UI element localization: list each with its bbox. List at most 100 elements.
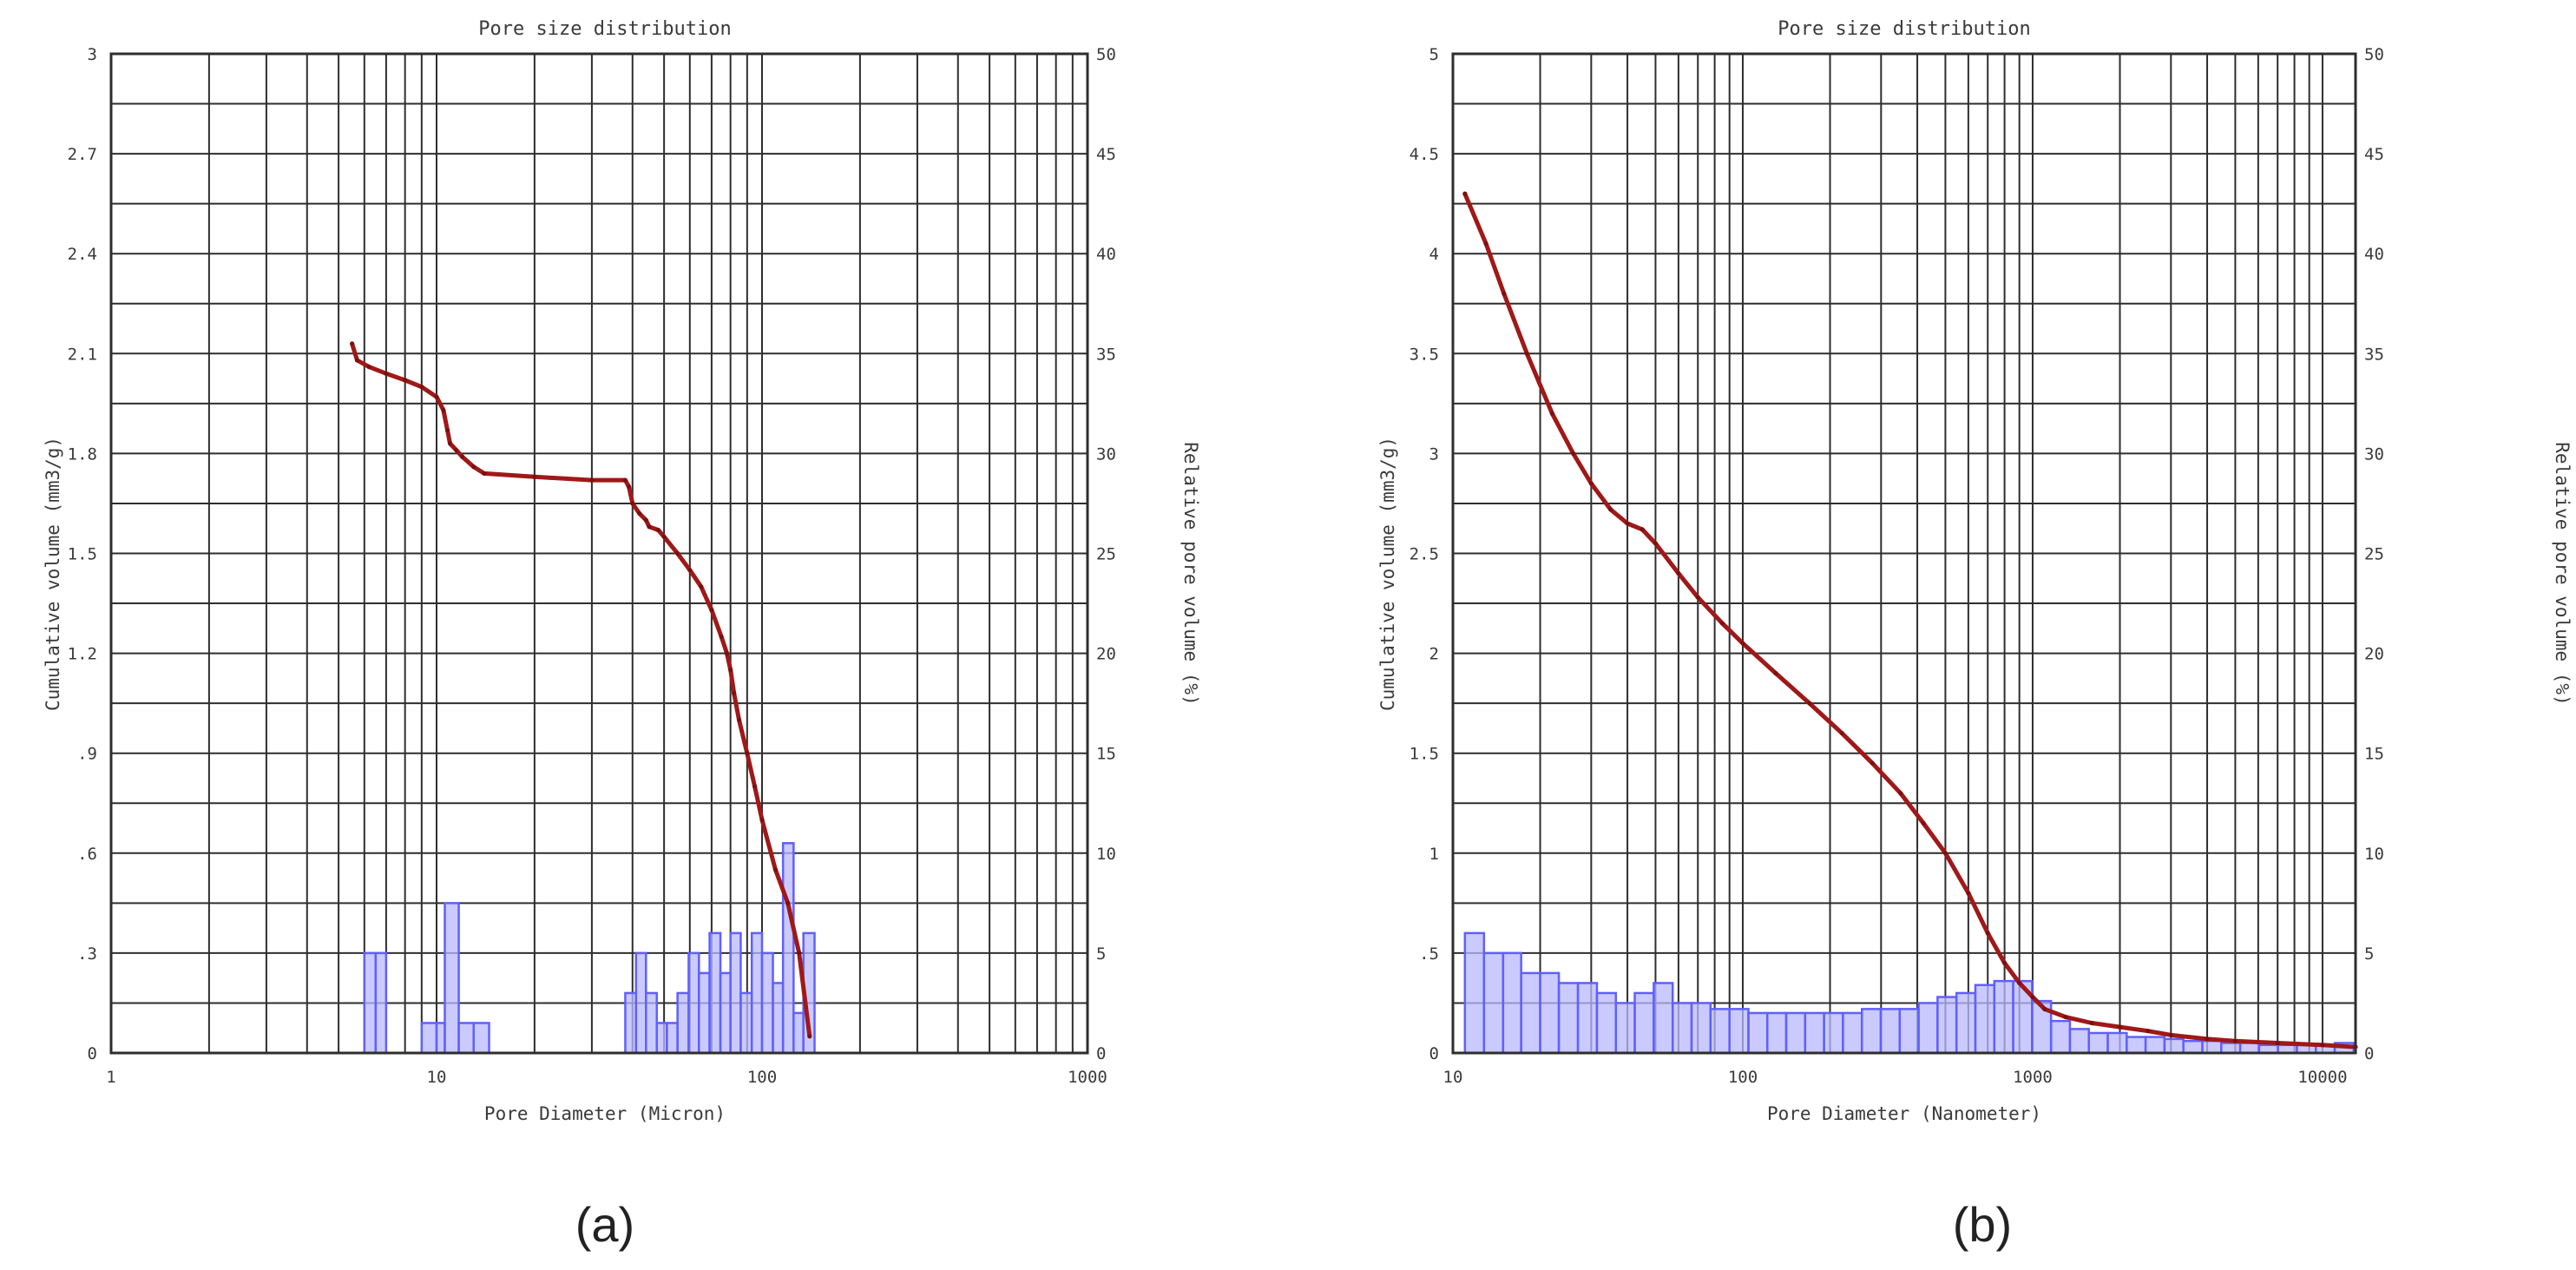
y-tick-label: 4 bbox=[1429, 245, 1439, 264]
y2-tick-label: 30 bbox=[1096, 444, 1116, 464]
cumulative-point bbox=[589, 477, 595, 483]
cumulative-point bbox=[444, 427, 450, 433]
cumulative-point bbox=[643, 517, 648, 523]
y2-tick-label: 10 bbox=[1096, 845, 1116, 864]
cumulative-point bbox=[1462, 191, 1468, 196]
histogram-bar bbox=[1917, 1002, 1939, 1055]
y-tick-label: 4.5 bbox=[1410, 145, 1439, 164]
cumulative-point bbox=[366, 365, 371, 370]
histogram-bar bbox=[1993, 979, 2014, 1055]
histogram-bar bbox=[1784, 1011, 1807, 1055]
y2-tick-label: 20 bbox=[1096, 645, 1116, 664]
cumulative-point bbox=[1676, 570, 1681, 576]
cumulative-point bbox=[2030, 994, 2035, 1000]
cumulative-point bbox=[1807, 701, 1812, 706]
x-tick-labels: 10 100 1000 10000 bbox=[1443, 1068, 2348, 1087]
cumulative-point bbox=[1549, 411, 1554, 416]
y-tick-label: 2.5 bbox=[1410, 545, 1439, 564]
cumulative-point bbox=[1695, 595, 1700, 600]
y-tick-label: .6 bbox=[77, 845, 97, 864]
cumulative-curve bbox=[350, 341, 812, 1039]
cumulative-point bbox=[627, 484, 632, 490]
cumulative-point bbox=[1483, 241, 1488, 247]
histogram-bar bbox=[2049, 1019, 2072, 1055]
x-tick-label: 100 bbox=[1728, 1068, 1758, 1087]
cumulative-point bbox=[1588, 481, 1594, 486]
y-tick-label: 2.7 bbox=[68, 145, 97, 164]
histogram-bar bbox=[708, 931, 722, 1055]
cumulative-curve bbox=[1462, 191, 2358, 1050]
cumulative-point bbox=[622, 477, 628, 483]
y-tick-label: 1.8 bbox=[68, 444, 97, 464]
y2-tick-label: 0 bbox=[1096, 1044, 1106, 1063]
y2-tick-label: 10 bbox=[2364, 845, 2384, 864]
histogram-bar bbox=[2106, 1031, 2128, 1055]
histogram-bar bbox=[687, 951, 700, 1055]
y-tick-label: 1.5 bbox=[1410, 745, 1439, 764]
histogram-bar bbox=[1671, 1002, 1693, 1055]
histogram-bar bbox=[2144, 1036, 2166, 1055]
y-tick-label: .3 bbox=[77, 944, 97, 964]
cumulative-point bbox=[350, 341, 355, 346]
histogram-bar bbox=[2163, 1037, 2185, 1055]
cumulative-point bbox=[454, 447, 459, 453]
x-axis-label: Pore Diameter (Nanometer) bbox=[1767, 1103, 2041, 1124]
y-tick-label: 2.4 bbox=[68, 245, 97, 264]
histogram-bar bbox=[624, 991, 638, 1055]
cumulative-point bbox=[1921, 820, 1926, 826]
cumulative-point bbox=[532, 474, 537, 479]
histogram-bar bbox=[1614, 1002, 1636, 1055]
cumulative-point bbox=[1608, 507, 1613, 512]
y-tick-label: 3.5 bbox=[1410, 345, 1439, 364]
cumulative-point bbox=[1653, 541, 1659, 546]
chart-title: Pore size distribution bbox=[478, 18, 731, 40]
cumulative-point bbox=[661, 534, 667, 539]
y2-tick-label: 35 bbox=[2364, 345, 2384, 364]
cumulative-point bbox=[736, 717, 742, 722]
cumulative-point bbox=[1740, 641, 1745, 646]
y-tick-label: 2.1 bbox=[68, 345, 97, 364]
y2-tick-label: 20 bbox=[2364, 645, 2384, 664]
y2-tick-label: 25 bbox=[2364, 545, 2384, 564]
histogram-bar bbox=[1728, 1008, 1750, 1055]
cumulative-point bbox=[759, 817, 765, 823]
histogram-bar bbox=[1463, 931, 1486, 1055]
cumulative-point bbox=[1839, 731, 1844, 736]
chart-panel-a: Pore size distribution 0 .3 .6 .9 1.2 1.5 1.8 2… bbox=[43, 18, 1201, 1252]
histogram-bar bbox=[750, 931, 764, 1055]
cumulative-point bbox=[441, 407, 446, 413]
y2-tick-label: 25 bbox=[1096, 545, 1116, 564]
y2-tick-label: 5 bbox=[2364, 944, 2374, 964]
cumulative-point bbox=[2017, 980, 2022, 986]
cumulative-point bbox=[709, 608, 714, 613]
histogram-bar bbox=[2220, 1042, 2242, 1055]
cumulative-point bbox=[745, 751, 750, 756]
histogram-bar bbox=[457, 1022, 475, 1055]
y2-tick-label: 15 bbox=[1096, 745, 1116, 764]
x-tick-labels: 1 10 100 1000 bbox=[106, 1068, 1107, 1087]
histogram-bar bbox=[645, 991, 659, 1055]
histogram-bar bbox=[1539, 971, 1561, 1055]
y-tick-label: .9 bbox=[77, 745, 97, 764]
y2-tick-label: 35 bbox=[1096, 345, 1116, 364]
cumulative-point bbox=[1640, 527, 1645, 532]
histogram-bar bbox=[698, 971, 711, 1055]
y2-tick-label: 50 bbox=[2364, 45, 2384, 64]
cumulative-point bbox=[2205, 1036, 2210, 1042]
x-tick-label: 100 bbox=[747, 1068, 777, 1087]
histogram-bar bbox=[1502, 951, 1522, 1055]
plot-frame bbox=[1451, 52, 2357, 1055]
histogram-bar bbox=[420, 1022, 438, 1055]
cumulative-point bbox=[2320, 1043, 2325, 1048]
histogram-bar bbox=[1576, 982, 1599, 1055]
histogram-bar bbox=[634, 951, 647, 1055]
y-tick-label: .5 bbox=[1419, 944, 1439, 964]
cumulative-point bbox=[647, 524, 652, 530]
histogram-bar bbox=[2182, 1039, 2204, 1055]
cumulative-point bbox=[1898, 791, 1903, 796]
histogram-bar bbox=[1557, 982, 1580, 1055]
histogram-bar bbox=[1955, 991, 1977, 1055]
histogram-bar bbox=[1842, 1011, 1863, 1055]
x-tick-label: 1000 bbox=[2013, 1068, 2053, 1087]
y-tick-labels: 0 .3 .6 .9 1.2 1.5 1.8 2.1 2.4 2.7 3 bbox=[68, 45, 97, 1063]
